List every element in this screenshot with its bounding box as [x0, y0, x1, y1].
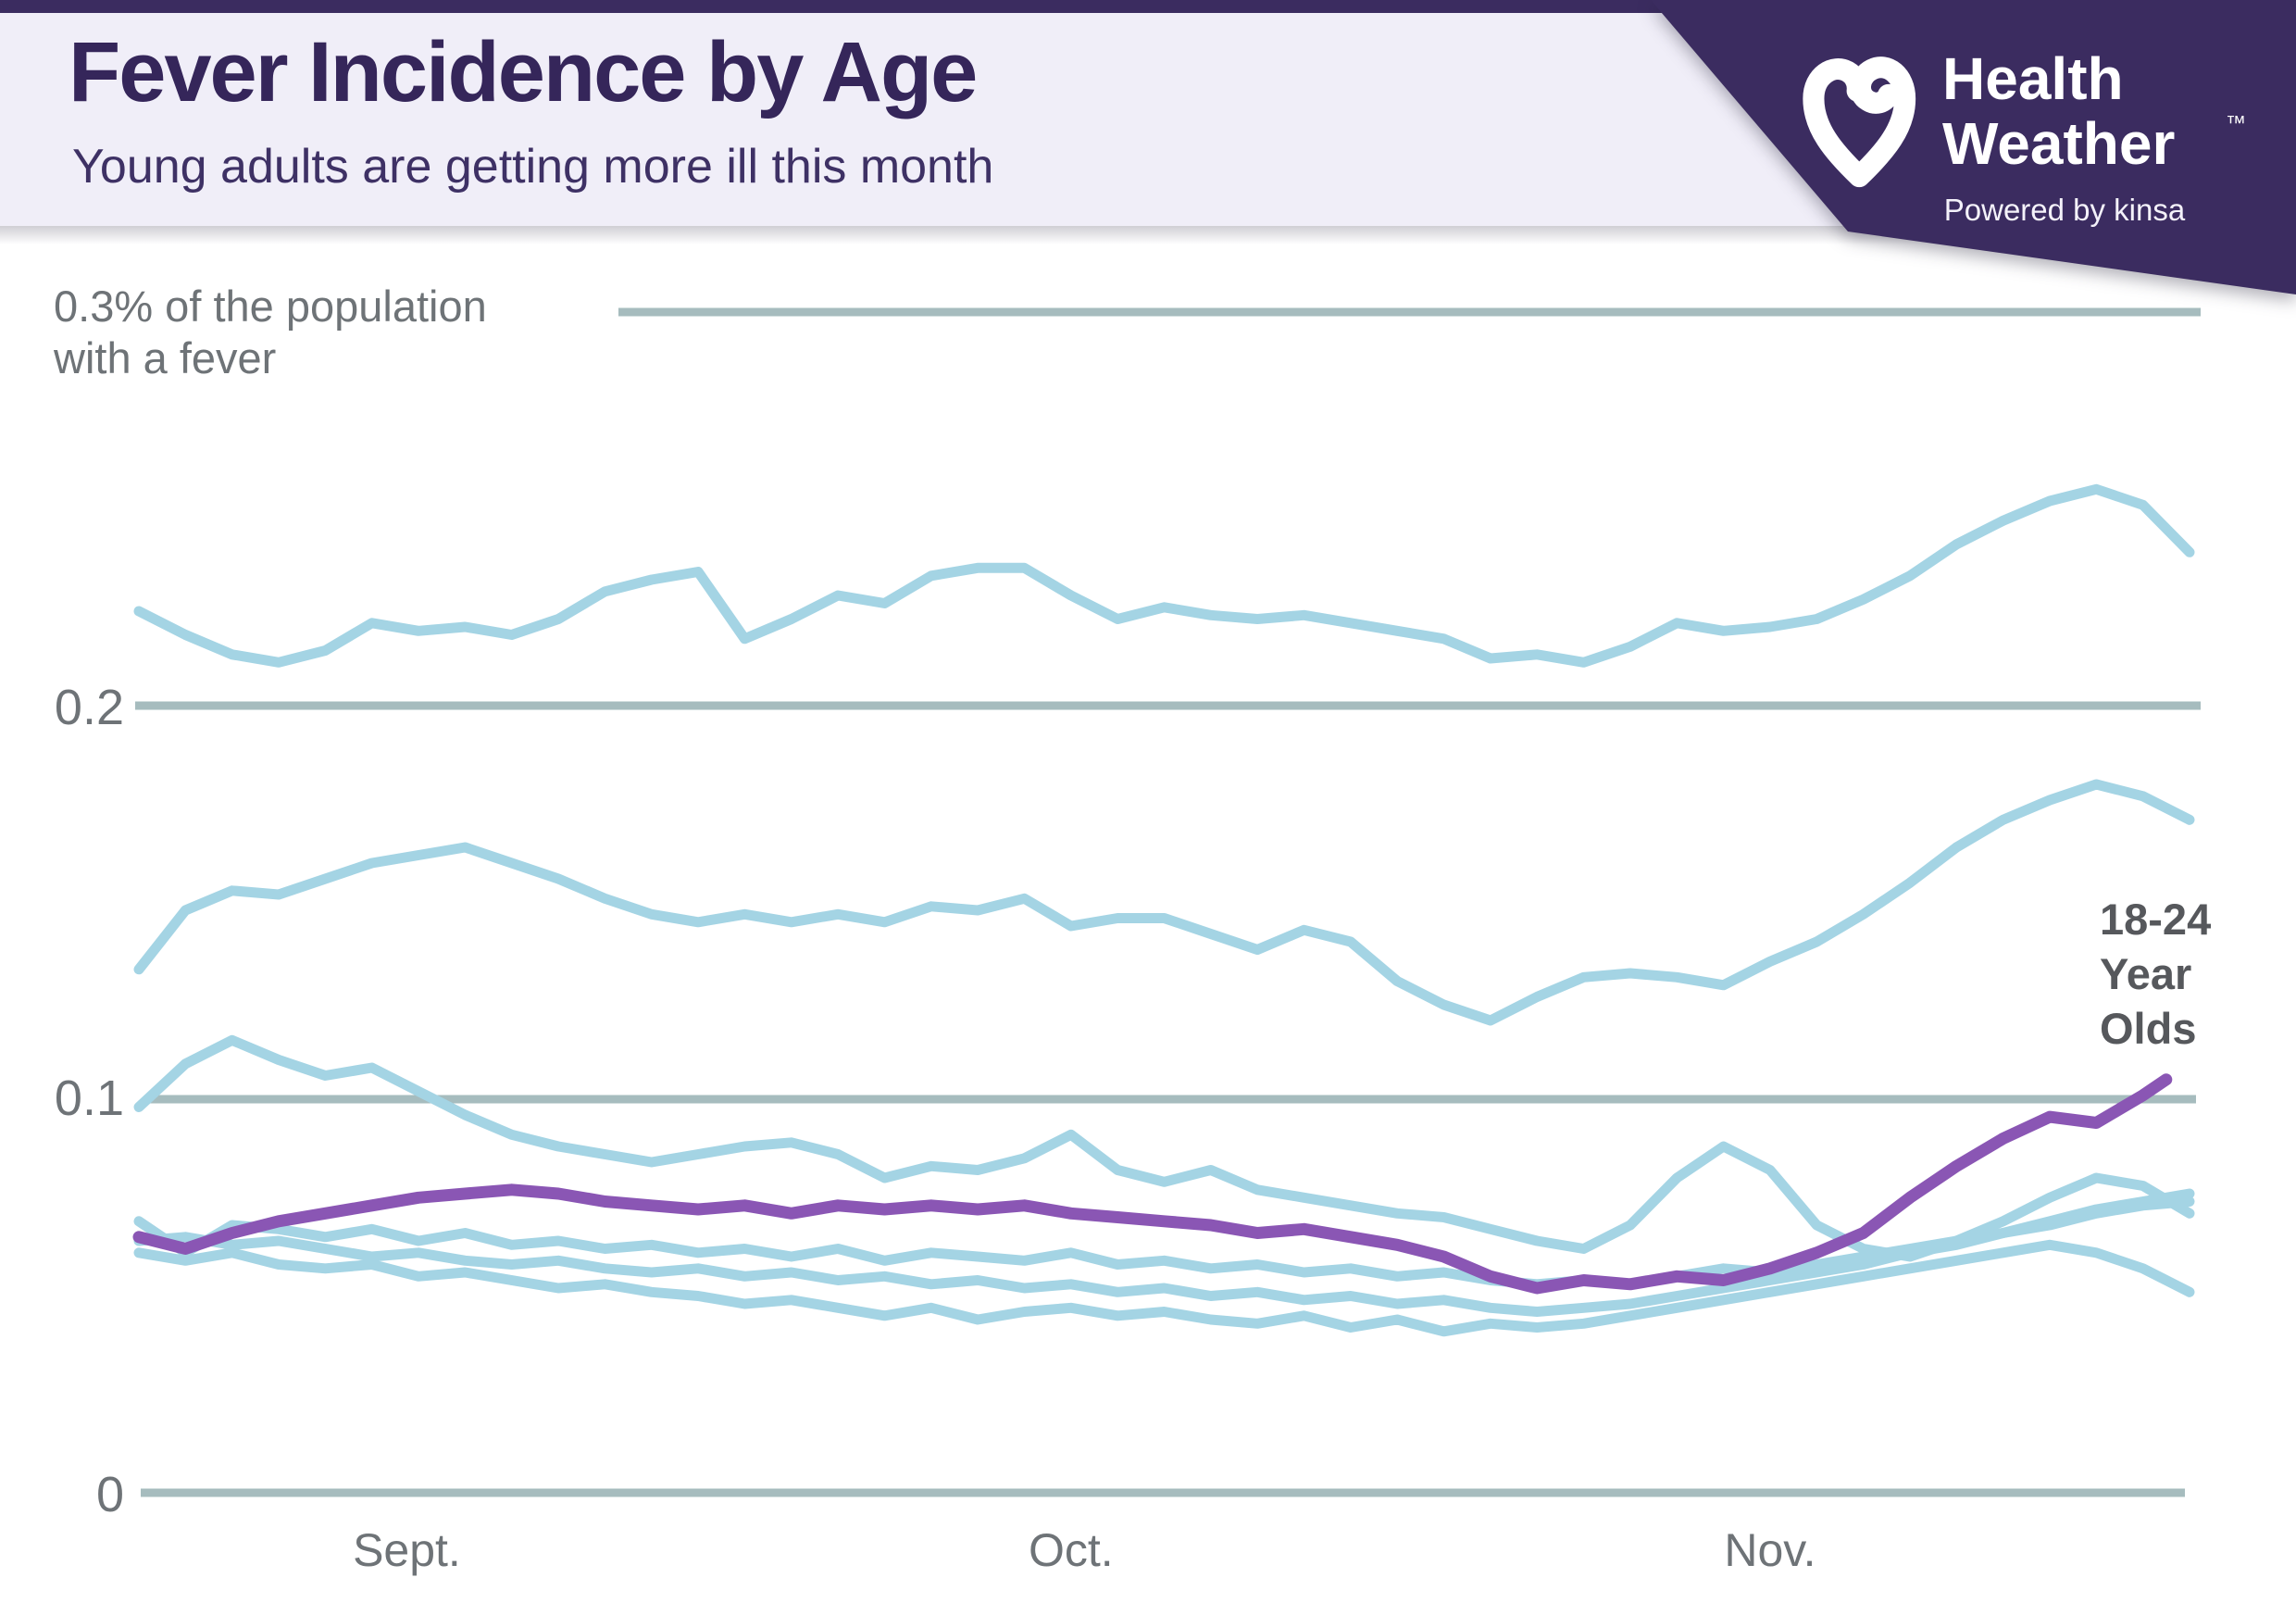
x-tick-oct: Oct.: [1028, 1524, 1114, 1576]
annotation-line3: Olds: [2100, 1003, 2197, 1053]
y-tick-0-2: 0.2: [54, 680, 124, 735]
annotation-line2: Year: [2100, 948, 2192, 998]
x-tick-sept: Sept.: [353, 1524, 461, 1576]
annotation-line1: 18-24: [2100, 895, 2212, 944]
y-tick-0: 0: [95, 1467, 124, 1522]
y-axis-top-label-line2: with a fever: [54, 333, 277, 383]
y-axis-top-label: 0.3% of the population with a fever: [54, 281, 487, 385]
line-unlabeled-age-group-4: [133, 1188, 2195, 1290]
trademark-symbol: ™: [2226, 111, 2246, 134]
y-axis-top-label-line1: 0.3% of the population: [54, 282, 487, 331]
line-unlabeled-age-group-2: [133, 779, 2195, 1026]
series-annotation-18-24: 18-24 Year Olds: [2100, 893, 2211, 1056]
brand-name-line2: Weather: [1942, 110, 2176, 177]
line-unlabeled-age-group-6: [133, 1239, 2195, 1337]
line-unlabeled-age-group-5: [133, 1196, 2195, 1317]
header-shadow: [0, 226, 2296, 244]
heart-icon: [1803, 56, 1916, 188]
page-subtitle: Young adults are getting more ill this m…: [72, 140, 994, 194]
powered-by-kinsa: Powered by kinsa: [1943, 193, 2186, 227]
line-18-24 Year Olds: [132, 1073, 2173, 1295]
y-tick-0-1: 0.1: [54, 1070, 124, 1126]
line-unlabeled-age-group-1: [133, 483, 2195, 668]
page-title: Fever Incidence by Age: [69, 25, 978, 119]
brand-banner: [1651, 0, 2296, 294]
brand-name-line1: Health: [1942, 45, 2124, 112]
x-tick-nov: Nov.: [1724, 1524, 1816, 1576]
